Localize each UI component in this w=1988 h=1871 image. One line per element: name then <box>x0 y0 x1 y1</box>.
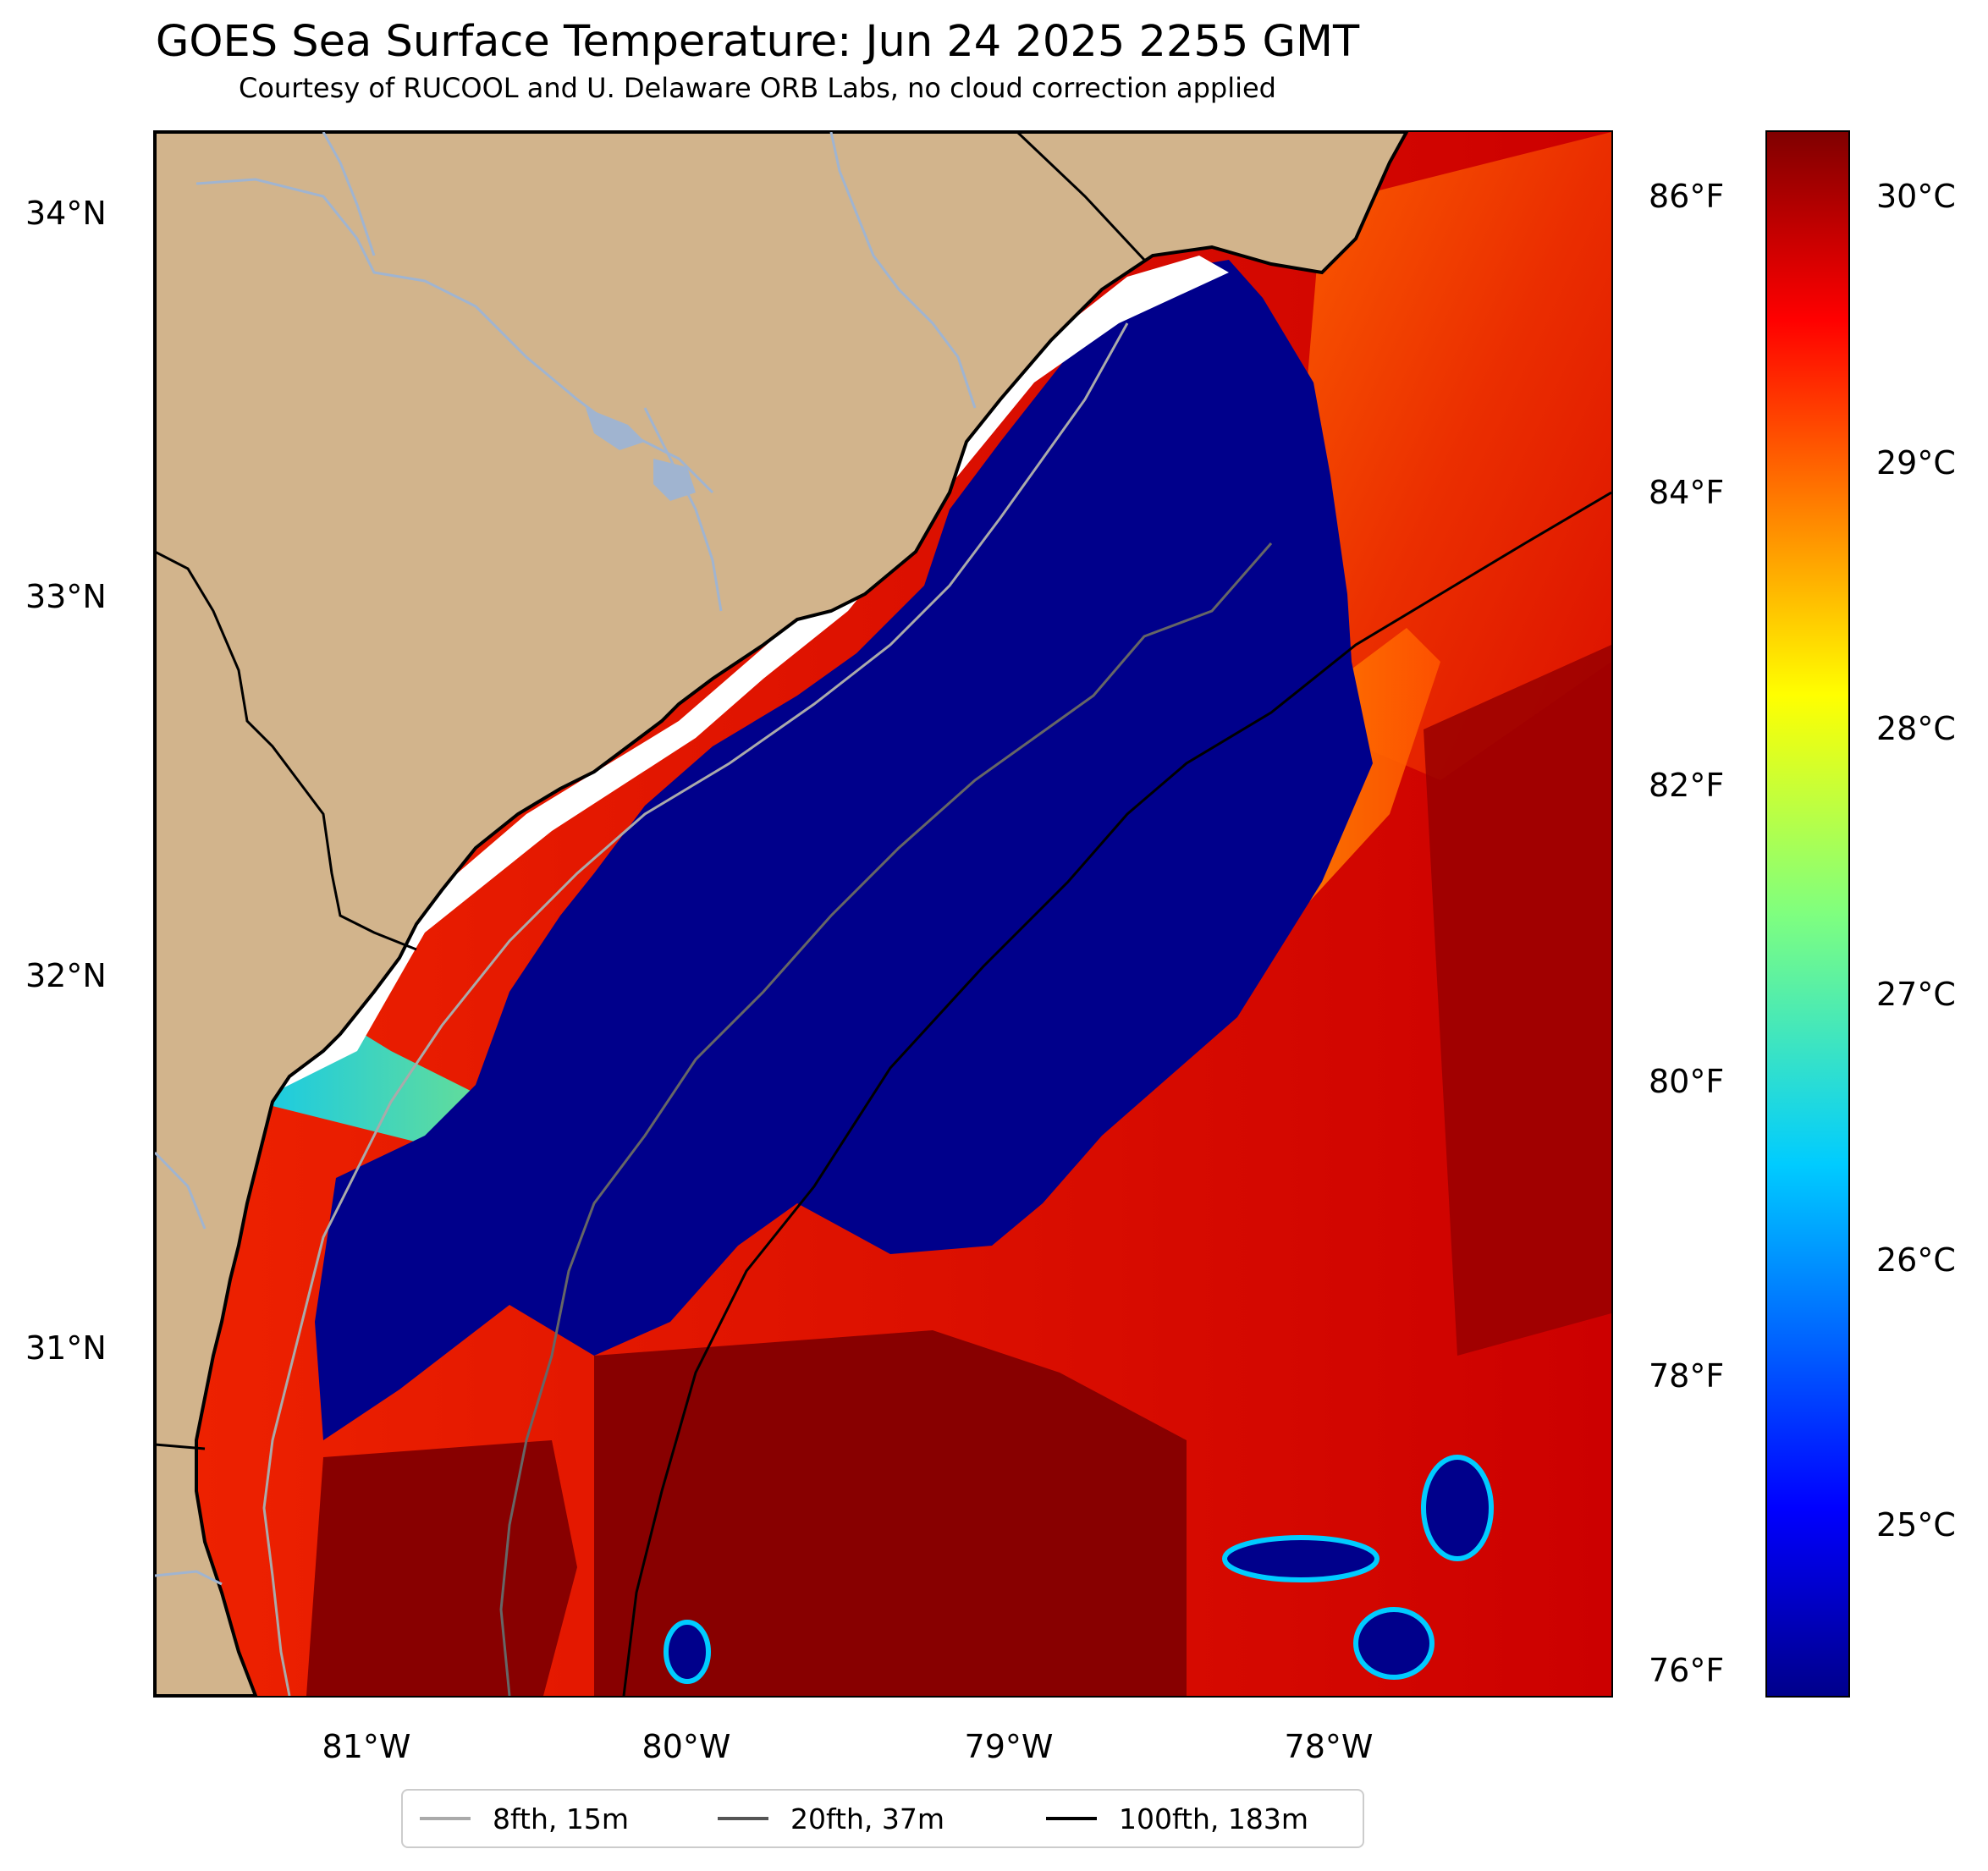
fahrenheit-tick-label: 86°F <box>1649 178 1725 215</box>
legend-label: 20fth, 37m <box>790 1802 944 1835</box>
lon-tick-label: 80°W <box>642 1728 731 1765</box>
lat-tick-label: 34°N <box>25 195 107 232</box>
lat-tick-label: 32°N <box>25 957 107 994</box>
celsius-tick-label: 28°C <box>1876 710 1956 747</box>
legend-label: 8fth, 15m <box>493 1802 630 1835</box>
state-boundary <box>1016 132 1146 261</box>
legend-swatch <box>1046 1817 1097 1820</box>
river <box>829 132 977 409</box>
isobath-100fth <box>622 491 1611 1696</box>
celsius-tick-label: 25°C <box>1876 1506 1956 1544</box>
lat-tick-label: 33°N <box>25 578 107 615</box>
isobath-20fth <box>499 542 1273 1696</box>
state-boundary <box>155 1443 206 1450</box>
hot-patch-south <box>594 1330 1187 1696</box>
legend: 8fth, 15m 20fth, 37m 100fth, 183m <box>401 1789 1364 1848</box>
land <box>155 132 1409 1696</box>
lake <box>653 459 696 501</box>
river <box>155 1151 207 1230</box>
river <box>155 1570 223 1586</box>
celsius-tick-label: 30°C <box>1876 178 1956 215</box>
map-subtitle: Courtesy of RUCOOL and U. Delaware ORB L… <box>239 72 1276 104</box>
cold-eddy-3 <box>1353 1607 1435 1680</box>
lon-tick-label: 78°W <box>1284 1728 1374 1765</box>
northeast-warm-plume <box>1297 132 1611 780</box>
cold-eddy-4 <box>664 1620 711 1684</box>
isobath-8fth <box>262 322 1129 1696</box>
legend-item: 8fth, 15m <box>420 1791 629 1846</box>
lat-tick-label: 31°N <box>25 1329 107 1367</box>
celsius-tick-label: 27°C <box>1876 976 1956 1013</box>
sst-map <box>153 130 1613 1698</box>
legend-item: 100fth, 183m <box>1046 1791 1308 1846</box>
cold-eddy-1 <box>1222 1535 1379 1582</box>
legend-swatch <box>420 1817 471 1820</box>
celsius-tick-label: 29°C <box>1876 444 1956 482</box>
fahrenheit-tick-label: 84°F <box>1649 474 1725 511</box>
hot-patch-southwest <box>306 1440 577 1696</box>
fahrenheit-tick-label: 78°F <box>1649 1357 1725 1395</box>
state-boundary <box>155 550 417 951</box>
legend-label: 100fth, 183m <box>1119 1802 1308 1835</box>
lon-tick-label: 81°W <box>322 1728 411 1765</box>
legend-swatch <box>718 1817 768 1820</box>
legend-item: 20fth, 37m <box>718 1791 944 1846</box>
river <box>322 132 376 256</box>
colorbar <box>1765 130 1850 1698</box>
cold-eddy-2 <box>1421 1455 1494 1561</box>
river <box>643 407 723 612</box>
lake <box>586 408 645 450</box>
map-title: GOES Sea Surface Temperature: Jun 24 202… <box>155 17 1360 67</box>
cold-water-mass <box>315 260 1373 1440</box>
celsius-tick-label: 26°C <box>1876 1241 1956 1279</box>
hot-patch-east <box>1424 645 1611 1356</box>
lon-tick-label: 79°W <box>964 1728 1054 1765</box>
fahrenheit-tick-label: 80°F <box>1649 1063 1725 1100</box>
fahrenheit-tick-label: 82°F <box>1649 767 1725 804</box>
fahrenheit-tick-label: 76°F <box>1649 1652 1725 1689</box>
